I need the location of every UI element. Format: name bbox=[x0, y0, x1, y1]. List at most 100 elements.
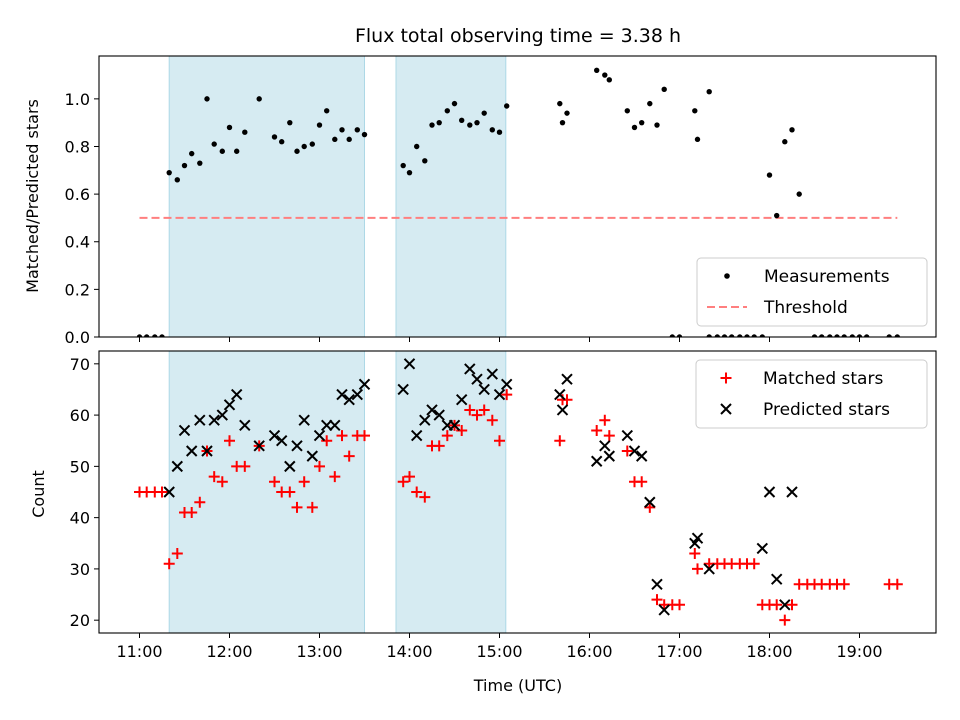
point-bottom-s0-41 bbox=[486, 414, 498, 426]
point-bottom-s1-9 bbox=[230, 388, 243, 401]
point-top-s0-72 bbox=[789, 127, 795, 133]
point-bottom-s1-14 bbox=[284, 460, 296, 473]
point-top-s0-78 bbox=[841, 334, 847, 337]
point-top-s0-64 bbox=[729, 334, 735, 337]
point-bottom-s0-70 bbox=[779, 614, 791, 626]
point-bottom-s1-6 bbox=[208, 414, 220, 426]
point-bottom-s0-80 bbox=[891, 578, 903, 590]
point-bottom-s1-25 bbox=[397, 383, 409, 396]
y-tick-label-bottom-1: 30 bbox=[70, 560, 90, 579]
y-tick-label-top-2: 0.4 bbox=[65, 233, 90, 252]
point-bottom-s1-34 bbox=[464, 363, 476, 375]
point-top-s0-45 bbox=[559, 119, 566, 126]
axes-frame-top bbox=[98, 55, 937, 338]
point-bottom-s1-46 bbox=[621, 429, 634, 442]
x-tick-label-7: 18:00 bbox=[746, 642, 792, 661]
point-top-s0-23 bbox=[324, 108, 330, 114]
point-bottom-s1-49 bbox=[644, 496, 656, 508]
point-bottom-s0-22 bbox=[314, 460, 325, 472]
point-bottom-s1-15 bbox=[291, 440, 303, 452]
point-bottom-s1-24 bbox=[358, 378, 371, 391]
point-top-s0-79 bbox=[849, 334, 855, 337]
point-bottom-s1-44 bbox=[599, 440, 611, 452]
point-bottom-s1-28 bbox=[419, 414, 431, 426]
point-top-s0-1 bbox=[144, 334, 150, 337]
point-bottom-s0-42 bbox=[494, 435, 505, 447]
point-top-s0-2 bbox=[152, 334, 158, 337]
point-bottom-s0-47 bbox=[591, 424, 603, 436]
point-bottom-s1-8 bbox=[223, 399, 236, 411]
point-bottom-s1-54 bbox=[703, 563, 715, 575]
point-top-s0-49 bbox=[606, 77, 612, 83]
point-bottom-s1-29 bbox=[426, 404, 438, 416]
point-top-s0-40 bbox=[481, 110, 487, 116]
legend-label-top-1: Threshold bbox=[763, 298, 848, 318]
point-top-s0-4 bbox=[166, 169, 172, 176]
point-bottom-s1-1 bbox=[171, 460, 184, 473]
x-tick-label-6: 17:00 bbox=[656, 642, 702, 661]
point-top-s0-76 bbox=[827, 334, 833, 337]
point-bottom-s1-56 bbox=[763, 486, 776, 498]
point-bottom-s1-2 bbox=[178, 424, 191, 437]
point-bottom-s0-29 bbox=[397, 476, 409, 488]
point-bottom-s1-27 bbox=[410, 429, 423, 442]
y-axis-label-bottom: Count bbox=[29, 470, 48, 518]
point-top-s0-32 bbox=[422, 158, 428, 164]
point-bottom-s0-37 bbox=[456, 424, 468, 436]
point-top-s0-67 bbox=[751, 334, 757, 337]
point-bottom-s0-12 bbox=[224, 435, 235, 447]
y-tick-label-top-4: 0.8 bbox=[65, 137, 90, 156]
point-top-s0-82 bbox=[886, 334, 892, 337]
point-bottom-s1-37 bbox=[486, 368, 499, 380]
point-bottom-s0-58 bbox=[689, 548, 701, 560]
point-bottom-s1-11 bbox=[253, 440, 265, 452]
point-top-s0-29 bbox=[400, 162, 406, 169]
point-top-s0-7 bbox=[189, 150, 195, 157]
point-top-s0-56 bbox=[669, 334, 675, 337]
y-axis-label-top: Matched/Predicted stars bbox=[23, 99, 42, 293]
point-bottom-s1-22 bbox=[343, 394, 355, 406]
legend-label-bottom-1: Predicted stars bbox=[763, 400, 890, 420]
point-top-s0-60 bbox=[706, 89, 712, 95]
point-bottom-s0-32 bbox=[419, 491, 431, 503]
point-bottom-s0-19 bbox=[291, 501, 303, 513]
point-bottom-s1-4 bbox=[194, 414, 206, 426]
shaded-interval-top-0 bbox=[168, 55, 365, 338]
y-tick-label-bottom-0: 20 bbox=[70, 611, 90, 630]
legend-marker-bottom-1 bbox=[720, 403, 732, 415]
point-bottom-s0-11 bbox=[216, 476, 228, 488]
point-bottom-s1-0 bbox=[163, 486, 175, 498]
point-top-s0-39 bbox=[474, 119, 480, 126]
point-bottom-s1-30 bbox=[433, 409, 445, 421]
point-top-s0-75 bbox=[819, 334, 825, 337]
point-bottom-s1-33 bbox=[455, 394, 468, 406]
point-top-s0-16 bbox=[271, 134, 278, 140]
point-top-s0-51 bbox=[631, 124, 638, 131]
point-bottom-s0-31 bbox=[411, 486, 423, 498]
point-bottom-s0-38 bbox=[464, 404, 476, 416]
point-bottom-s0-5 bbox=[171, 548, 183, 560]
point-bottom-s1-23 bbox=[351, 388, 364, 401]
point-bottom-s1-39 bbox=[500, 378, 513, 391]
point-top-s0-15 bbox=[256, 96, 262, 102]
x-tick-label-3: 14:00 bbox=[386, 642, 432, 661]
point-top-s0-20 bbox=[301, 143, 307, 150]
point-bottom-s0-23 bbox=[321, 435, 333, 447]
x-tick-label-2: 13:00 bbox=[296, 642, 342, 661]
point-bottom-s1-5 bbox=[201, 445, 213, 457]
x-tick-label-4: 15:00 bbox=[476, 642, 522, 661]
point-top-s0-81 bbox=[864, 334, 870, 337]
point-bottom-s0-71 bbox=[786, 599, 798, 611]
point-top-s0-57 bbox=[676, 334, 683, 337]
point-bottom-s0-49 bbox=[603, 430, 615, 442]
point-top-s0-35 bbox=[444, 108, 450, 114]
point-top-s0-61 bbox=[706, 334, 712, 337]
point-bottom-s1-17 bbox=[306, 450, 319, 462]
point-bottom-s0-57 bbox=[674, 599, 685, 611]
point-top-s0-28 bbox=[361, 131, 368, 138]
point-top-s0-77 bbox=[834, 334, 840, 337]
point-top-s0-11 bbox=[219, 148, 225, 154]
point-bottom-s1-16 bbox=[298, 414, 310, 426]
point-top-s0-48 bbox=[602, 72, 608, 78]
point-bottom-s0-30 bbox=[404, 471, 415, 483]
